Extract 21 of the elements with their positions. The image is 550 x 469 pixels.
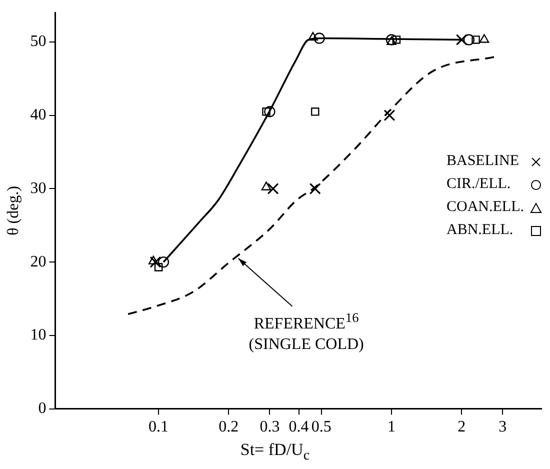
y-tick-label: 0 [38,400,46,418]
legend-label: CIR./ELL. [446,175,511,194]
y-tick-label: 30 [30,180,46,197]
y-axis-title: θ (deg.) [4,186,22,236]
x-tick-label: 0.2 [218,418,239,436]
x-axis-title: St= fD/U$_{c}$ [239,440,311,464]
annotation: REFERENCE$^{16}$ (SINGLE COLD) [248,309,364,355]
x-tick-label: 0.3 [260,418,280,436]
x-tick-label: 0.1 [148,418,169,436]
x-tick-label: 2 [458,418,466,436]
legend-label: ABN.ELL. [446,221,514,240]
legend-label: COAN.ELL. [446,198,524,217]
x-tick-label: 0.5 [311,418,332,436]
x-tick-label: 1 [388,418,396,436]
y-tick-label: 50 [30,33,46,50]
x-tick-label: 3 [498,418,507,436]
y-tick-label: 20 [30,253,46,270]
y-tick-label: 10 [30,326,46,344]
legend-label: BASELINE [446,152,519,171]
y-tick-label: 40 [30,106,46,124]
x-tick-label: 0.4 [288,418,309,436]
